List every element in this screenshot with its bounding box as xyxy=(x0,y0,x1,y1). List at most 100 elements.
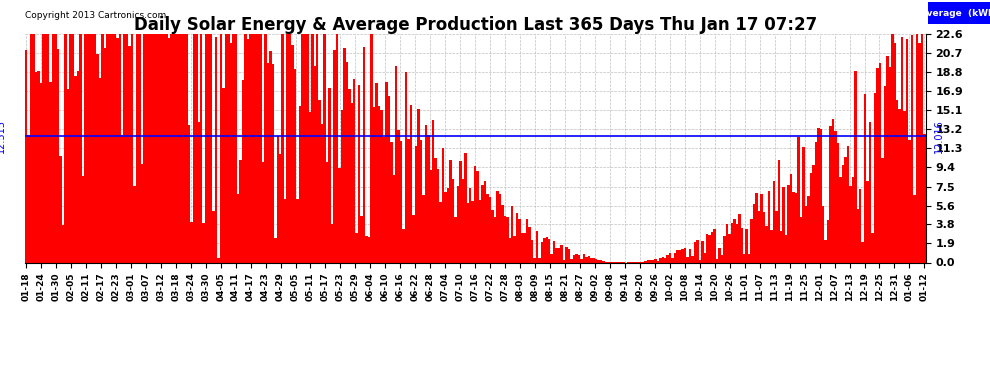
Bar xyxy=(363,47,365,262)
Bar xyxy=(427,135,430,262)
Bar xyxy=(671,258,674,262)
Bar xyxy=(195,34,198,262)
Bar xyxy=(894,44,896,262)
Bar xyxy=(499,194,501,262)
Bar xyxy=(646,260,649,262)
Bar xyxy=(760,194,762,262)
Bar xyxy=(440,202,442,262)
Bar xyxy=(412,215,415,262)
Bar xyxy=(81,176,84,262)
Bar xyxy=(50,82,51,262)
Bar xyxy=(544,238,545,262)
Bar xyxy=(299,106,301,262)
Bar xyxy=(51,34,54,262)
Bar xyxy=(54,34,56,262)
Bar xyxy=(869,122,871,262)
Bar xyxy=(276,136,279,262)
Bar xyxy=(765,226,767,262)
Bar xyxy=(198,122,200,262)
Bar xyxy=(770,230,772,262)
Bar xyxy=(679,250,681,262)
Bar xyxy=(795,193,797,262)
Bar xyxy=(509,238,511,262)
Bar xyxy=(79,34,81,262)
Bar xyxy=(227,34,230,262)
Bar xyxy=(772,181,775,262)
Bar xyxy=(567,249,570,262)
Bar xyxy=(316,34,319,262)
Bar xyxy=(339,168,341,262)
Bar xyxy=(704,254,706,262)
Bar xyxy=(148,34,150,262)
Bar xyxy=(235,34,237,262)
Bar xyxy=(767,190,770,262)
Bar xyxy=(741,228,743,262)
Bar xyxy=(501,205,504,262)
Bar xyxy=(745,229,747,262)
Bar xyxy=(324,34,326,262)
Bar xyxy=(649,261,651,262)
Bar xyxy=(565,247,567,262)
Bar xyxy=(329,87,331,262)
Bar xyxy=(536,231,539,262)
Bar xyxy=(360,216,363,262)
Bar xyxy=(582,254,585,262)
Bar xyxy=(575,254,577,262)
Bar xyxy=(378,106,380,262)
Bar xyxy=(792,192,795,262)
Bar xyxy=(731,223,734,262)
Bar xyxy=(269,51,271,262)
Bar xyxy=(281,34,284,262)
Bar xyxy=(387,96,390,262)
Bar xyxy=(240,160,242,262)
Bar xyxy=(121,135,124,262)
Bar xyxy=(747,254,750,262)
Bar xyxy=(271,64,274,262)
Bar xyxy=(889,67,891,262)
Bar xyxy=(782,187,785,262)
Bar xyxy=(815,142,817,262)
Bar xyxy=(237,194,240,262)
Bar xyxy=(901,37,904,262)
Bar xyxy=(454,217,456,262)
Bar xyxy=(807,195,810,262)
Bar xyxy=(180,34,183,262)
Bar xyxy=(91,34,94,262)
Bar xyxy=(422,195,425,262)
Bar xyxy=(681,249,684,262)
Bar xyxy=(909,140,911,262)
Bar xyxy=(689,249,691,262)
Bar xyxy=(891,34,894,262)
Bar xyxy=(264,34,266,262)
Bar xyxy=(286,34,289,262)
Bar xyxy=(84,34,86,262)
Bar xyxy=(849,186,851,262)
Bar xyxy=(481,185,484,262)
Bar xyxy=(585,257,587,262)
Bar xyxy=(368,237,370,262)
Bar xyxy=(558,248,560,262)
Bar xyxy=(150,34,153,262)
Bar xyxy=(306,34,309,262)
Bar xyxy=(96,54,99,262)
Bar xyxy=(802,147,805,262)
Bar xyxy=(884,86,886,262)
Bar xyxy=(200,34,203,262)
Bar xyxy=(906,39,909,262)
Bar xyxy=(651,260,654,262)
Bar xyxy=(402,229,405,262)
Bar xyxy=(780,231,782,262)
Bar xyxy=(390,142,392,262)
Bar xyxy=(205,34,207,262)
Bar xyxy=(111,34,114,262)
Bar xyxy=(856,209,859,262)
Bar xyxy=(153,34,155,262)
Bar xyxy=(131,34,134,262)
Bar xyxy=(563,260,565,262)
Bar xyxy=(511,206,514,262)
Bar xyxy=(734,219,736,262)
Bar xyxy=(146,34,148,262)
Bar xyxy=(74,76,76,262)
Bar xyxy=(825,240,827,262)
Bar xyxy=(871,232,874,262)
